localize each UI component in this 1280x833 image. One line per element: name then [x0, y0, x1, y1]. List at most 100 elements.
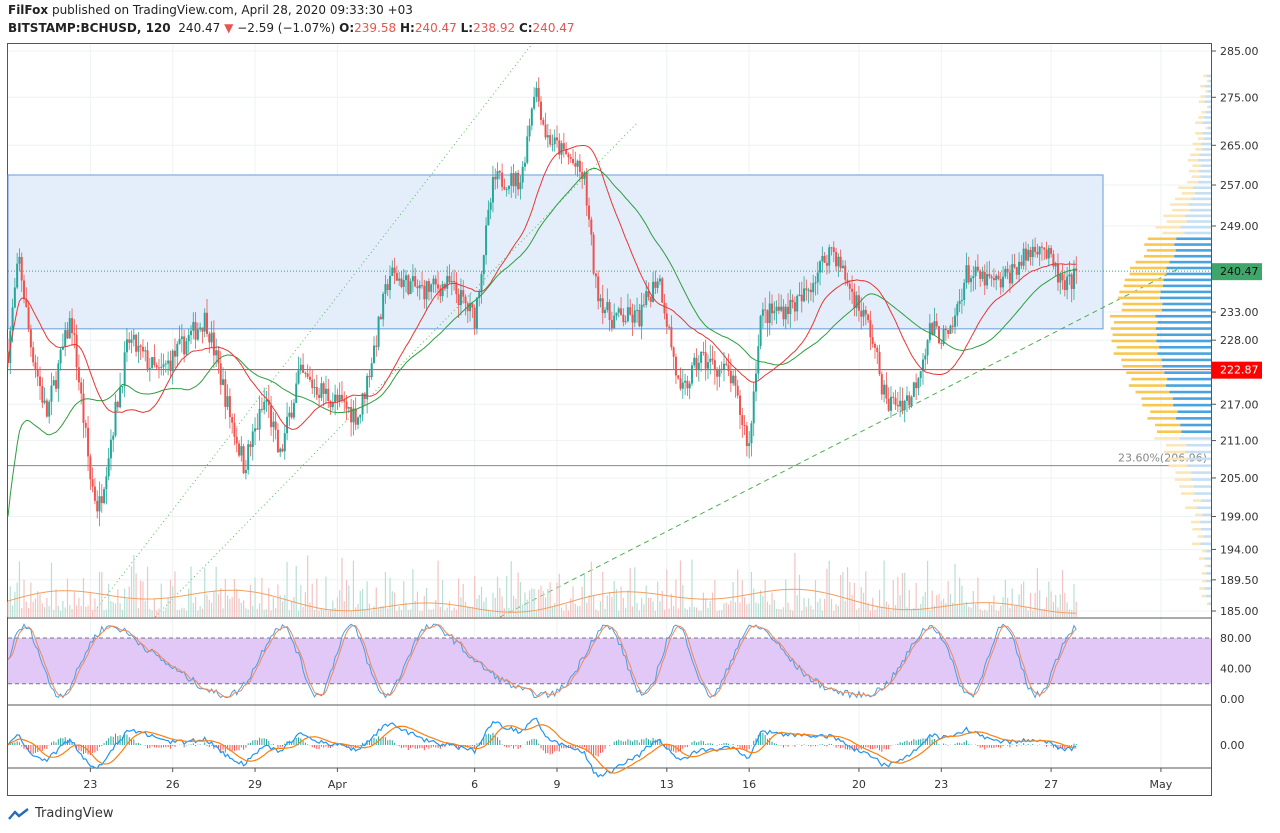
candle-body — [626, 307, 629, 322]
candle-body — [679, 378, 682, 389]
candle — [306, 364, 309, 380]
candle-body — [75, 334, 78, 368]
candle — [871, 324, 874, 348]
volume-profile-bar-down — [1156, 339, 1211, 343]
candle — [402, 269, 405, 299]
volume-profile-bar-up — [1122, 302, 1163, 306]
candle-body — [528, 125, 531, 137]
candle — [416, 279, 419, 297]
candle-body — [487, 209, 490, 226]
volume-profile-bar-up — [1181, 492, 1195, 495]
candle — [256, 413, 259, 431]
candle — [1006, 261, 1009, 280]
candle — [206, 299, 209, 337]
candle-body — [331, 402, 334, 408]
candle — [453, 269, 456, 291]
candle-body — [551, 144, 554, 146]
candle-body — [480, 274, 483, 293]
candle — [384, 275, 387, 304]
candle — [935, 313, 938, 328]
candle-body — [148, 367, 151, 369]
candle — [535, 81, 538, 103]
candle-body — [345, 401, 348, 409]
candle-body — [654, 281, 657, 288]
volume-profile-bar-up — [1203, 74, 1207, 78]
candle-body — [972, 276, 975, 279]
candle-body — [517, 172, 520, 190]
candle-body — [725, 363, 728, 366]
candle — [960, 288, 963, 314]
macd-signal-line — [7, 724, 1077, 774]
candle — [224, 370, 227, 420]
candle — [743, 415, 746, 435]
candle — [761, 302, 764, 329]
candle — [924, 348, 927, 371]
candle — [119, 372, 122, 409]
price-tick-label: 205.00 — [1220, 472, 1259, 485]
candle-body — [837, 256, 840, 267]
candle — [519, 175, 522, 200]
ma-slow-line — [7, 168, 1077, 517]
candle — [356, 416, 359, 430]
candle — [393, 257, 396, 285]
candle-body — [288, 412, 291, 417]
close-label: C: — [518, 21, 533, 35]
volume-profile-bar-up — [1163, 214, 1185, 218]
candle — [286, 402, 289, 441]
candle — [944, 325, 947, 341]
candle-body — [164, 363, 167, 365]
candle-body — [780, 306, 783, 311]
candle — [734, 368, 737, 398]
price-chart[interactable]: 23.60%(206.96) 285.00275.00265.00257.002… — [0, 0, 1280, 800]
volume-profile-bar-up — [1122, 364, 1163, 368]
candle — [441, 280, 444, 302]
candle-body — [830, 247, 833, 249]
candle-body — [41, 386, 44, 403]
candle — [482, 254, 485, 286]
candle-body — [450, 281, 453, 283]
volume-profile-bar-up — [1154, 437, 1180, 440]
candle-body — [377, 316, 380, 347]
candle-body — [732, 375, 735, 384]
candle-body — [894, 397, 897, 405]
candle-body — [352, 408, 355, 423]
candle — [821, 246, 824, 273]
candle — [928, 314, 931, 344]
candle-body — [958, 300, 961, 305]
candle — [222, 367, 225, 386]
candle-body — [873, 343, 876, 348]
candle-body — [103, 489, 106, 504]
candle-body — [1004, 268, 1007, 277]
candle — [1059, 271, 1062, 295]
candle — [956, 301, 959, 327]
candle — [908, 391, 911, 410]
candle — [295, 372, 298, 404]
candle-body — [915, 382, 918, 389]
candle — [183, 329, 186, 363]
candle-body — [313, 387, 316, 389]
candle-body — [560, 143, 563, 155]
candle — [1015, 266, 1018, 280]
candle — [722, 352, 725, 382]
volume-profile-bar-up — [1163, 450, 1186, 454]
tradingview-logo[interactable]: TradingView — [8, 806, 114, 821]
volume-profile-bar-down — [1203, 535, 1211, 538]
candle-body — [601, 298, 604, 314]
candle-body — [258, 408, 261, 430]
candle-body — [773, 311, 776, 314]
candle-body — [50, 385, 53, 402]
candle-body — [1036, 251, 1039, 255]
candle-body — [750, 423, 753, 444]
candle — [398, 271, 401, 286]
candle — [185, 338, 188, 356]
volume-profile-bar-up — [1144, 243, 1175, 246]
candle-body — [739, 395, 741, 416]
candle-body — [52, 380, 55, 386]
candle — [288, 406, 291, 427]
candle-body — [924, 355, 927, 360]
volume-profile-bar-down — [1202, 148, 1211, 151]
candle — [777, 293, 780, 315]
candle-body — [16, 263, 19, 288]
candle-body — [855, 295, 858, 309]
candle-body — [912, 382, 915, 397]
